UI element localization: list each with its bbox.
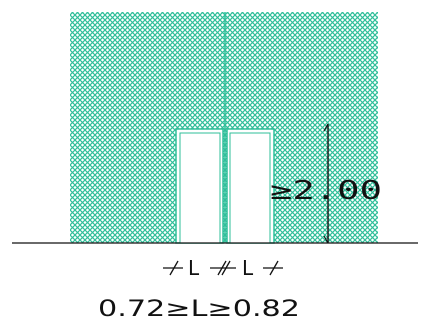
height-dimension: [323, 123, 329, 244]
door-frame-inner-left: [179, 132, 221, 244]
width-mark-left: L: [188, 256, 200, 280]
wall-hatched: [70, 12, 378, 243]
width-mark-right: L: [242, 256, 254, 280]
width-dimension: [163, 260, 283, 276]
height-label: ≥2.00: [270, 176, 382, 206]
width-formula: 0.72≥L≥0.82: [98, 297, 300, 322]
door-frame-inner-right: [229, 132, 271, 244]
